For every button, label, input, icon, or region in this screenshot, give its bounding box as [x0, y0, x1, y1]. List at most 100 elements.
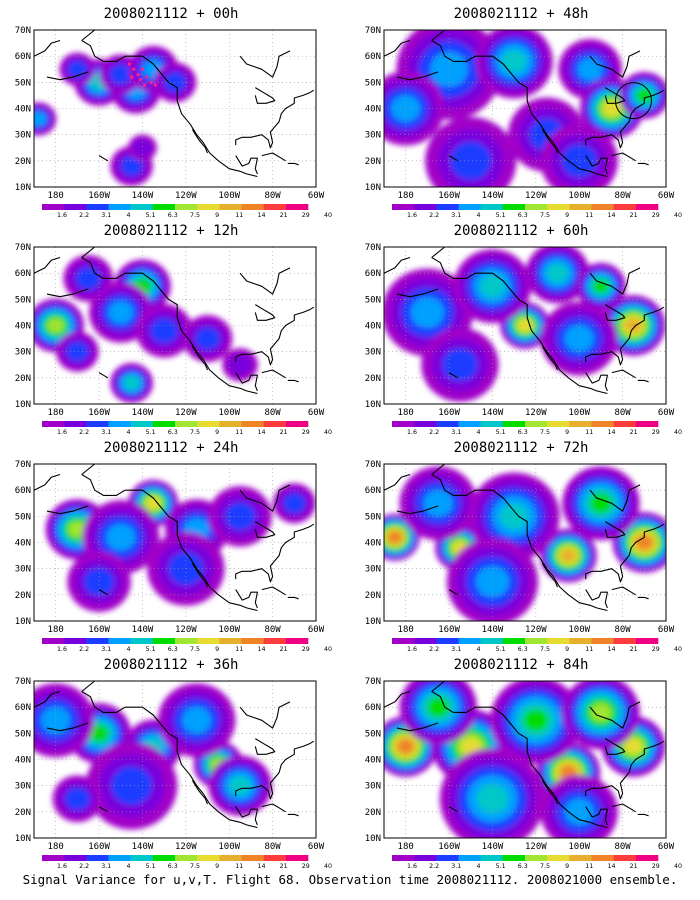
lat-tick-label: 40N	[365, 105, 381, 115]
lat-tick-label: 10N	[15, 617, 31, 627]
lat-tick-label: 50N	[365, 729, 381, 739]
variance-blob-6-level-4	[546, 263, 569, 283]
colorbar-label: 21	[280, 212, 288, 219]
colorbar-label: 40	[324, 863, 332, 870]
lat-tick-label: 60N	[365, 269, 381, 279]
colorbar-label: 9	[215, 646, 219, 653]
lon-tick-label: 60W	[308, 842, 325, 852]
variance-blob-0-level-9	[398, 739, 414, 753]
colorbar-label: 29	[302, 646, 310, 653]
lon-tick-label: 140W	[132, 842, 154, 852]
coastline-3	[585, 806, 608, 826]
panel-title-base: 2008021112	[453, 657, 538, 673]
coastline-11	[98, 372, 109, 379]
lon-tick-label: 120W	[525, 191, 547, 201]
coastline-11	[448, 589, 459, 596]
coastline-1	[191, 563, 209, 588]
panel-title-base: 2008021112	[453, 6, 538, 22]
lon-tick-label: 160W	[88, 625, 110, 635]
colorbar-label: 4	[476, 863, 480, 870]
coastline-8	[261, 586, 286, 596]
lon-tick-label: 140W	[482, 191, 504, 201]
colorbar-label: 3.1	[101, 646, 111, 653]
variance-blob-8-level-2	[561, 144, 597, 178]
coastline-9	[287, 596, 299, 600]
lat-tick-label: 30N	[365, 565, 381, 575]
colorbar-label: 9	[565, 429, 569, 436]
lon-tick-label: 80W	[614, 625, 631, 635]
colorbar-segment	[175, 638, 198, 644]
variance-blob-4-level-3	[41, 706, 71, 734]
lon-tick-label: 120W	[175, 408, 197, 418]
coastline-0	[431, 474, 608, 612]
colorbar-segment	[414, 204, 437, 210]
map-panel-p00: 2008021112 + 00h 10N 20N 30N 40N 50N 60N 70N 180…	[0, 5, 340, 220]
coastline-5	[604, 87, 626, 104]
lat-tick-label: 10N	[15, 834, 31, 844]
map-frame	[383, 680, 667, 839]
variance-blob-0-level-3	[430, 51, 468, 87]
variance-blob-8-level-3	[564, 798, 594, 826]
colorbar-label: 29	[652, 429, 660, 436]
lat-tick-label: 30N	[365, 131, 381, 141]
colorbar-segment	[197, 421, 220, 427]
panel-title-lead: + 24h	[187, 440, 239, 456]
coastline-4	[239, 484, 291, 512]
coastline-11	[448, 372, 459, 379]
panel-title: 2008021112 + 00h	[30, 5, 312, 23]
colorbar-segment	[130, 638, 154, 644]
variance-blob-6-level-5	[636, 88, 653, 103]
colorbar-segment	[525, 421, 548, 427]
variance-blob-7-level-2	[450, 141, 492, 180]
colorbar-segment	[613, 855, 637, 861]
coastline-3	[585, 589, 608, 609]
variance-blob-1-level-4	[501, 50, 527, 73]
lon-tick-label: 100W	[218, 191, 240, 201]
lon-tick-label: 100W	[568, 191, 590, 201]
lat-tick-label: 20N	[365, 591, 381, 601]
colorbar-label: 4	[476, 212, 480, 219]
colorbar-label: 6.3	[168, 863, 178, 870]
colorbar-label: 21	[280, 429, 288, 436]
colorbar-label: 21	[630, 429, 638, 436]
panel-title: 2008021112 + 84h	[380, 656, 662, 674]
coastline-9	[637, 379, 649, 383]
map-panel-p12: 2008021112 + 12h 10N 20N 30N 40N 50N 60N 70N 180…	[0, 222, 340, 437]
colorbar-label: 6.3	[168, 212, 178, 219]
coastline-2	[235, 523, 315, 583]
coastline-7	[431, 464, 446, 475]
map-panel-p24: 2008021112 + 24h 10N 20N 30N 40N 50N 60N 70N 180…	[0, 439, 340, 654]
colorbar-label: 7.5	[190, 646, 200, 653]
colorbar-segment	[108, 855, 131, 861]
lon-tick-label: 60W	[658, 842, 675, 852]
map-frame	[383, 29, 667, 188]
colorbar-segment	[175, 421, 198, 427]
lon-tick-label: 80W	[264, 842, 281, 852]
lon-tick-label: 180	[48, 625, 64, 635]
colorbar-segment	[64, 204, 87, 210]
colorbar-label: 29	[302, 429, 310, 436]
colorbar-label: 3.1	[101, 429, 111, 436]
observation-dot	[138, 78, 142, 82]
lat-tick-label: 60N	[15, 703, 31, 713]
colorbar-segment	[591, 204, 614, 210]
colorbar-segment	[108, 204, 131, 210]
coastline-11	[98, 589, 109, 596]
observation-dot	[149, 80, 153, 84]
colorbar-label: 11	[585, 429, 593, 436]
coastline-3	[235, 589, 258, 609]
lon-tick-label: 120W	[175, 842, 197, 852]
colorbar-segment	[480, 421, 504, 427]
colorbar-label: 2.2	[79, 429, 89, 436]
coastline-11	[448, 155, 459, 162]
observation-dot	[130, 75, 134, 79]
panel-title-base: 2008021112	[453, 440, 538, 456]
variance-blob-7-level-2	[120, 156, 143, 176]
colorbar-segment	[569, 855, 592, 861]
colorbar-label: 40	[674, 429, 682, 436]
coastline-1	[541, 346, 559, 371]
coastline-1	[191, 129, 209, 154]
colorbar-label: 1.6	[407, 429, 417, 436]
colorbar-label: 7.5	[540, 429, 550, 436]
variance-blob-6-level-2	[195, 327, 220, 350]
